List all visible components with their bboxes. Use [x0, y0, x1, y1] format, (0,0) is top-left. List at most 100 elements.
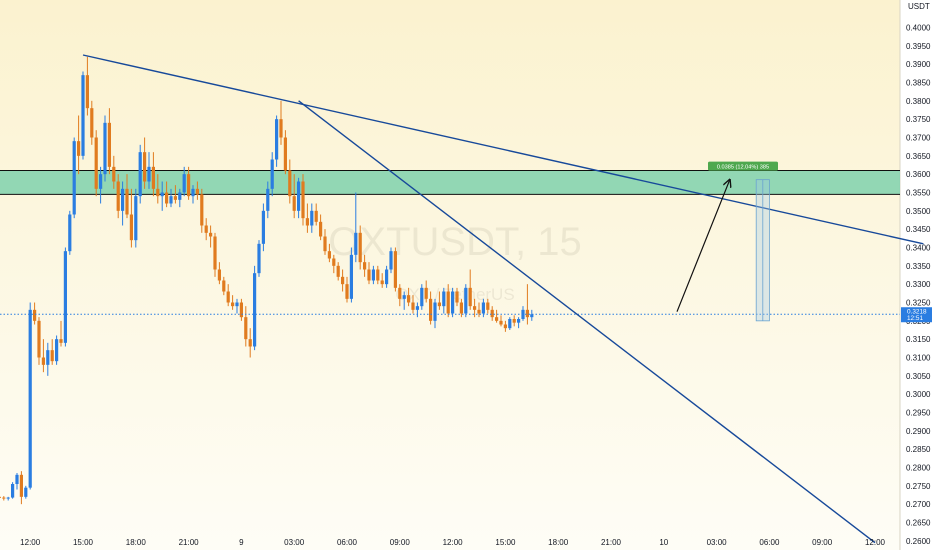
candle[interactable] [50, 339, 54, 365]
candle[interactable] [46, 342, 50, 376]
candle[interactable] [72, 137, 76, 219]
candle[interactable] [363, 254, 367, 277]
candle[interactable] [455, 287, 459, 307]
candle[interactable] [407, 287, 411, 307]
candle[interactable] [376, 265, 380, 285]
candle[interactable] [33, 302, 37, 325]
candle[interactable] [235, 298, 239, 314]
candle[interactable] [90, 100, 94, 145]
candle[interactable] [266, 181, 270, 219]
candle[interactable] [134, 188, 138, 248]
candle[interactable] [213, 232, 217, 277]
candle[interactable] [530, 309, 534, 321]
candle[interactable] [160, 181, 164, 211]
candle[interactable] [187, 166, 191, 200]
candle[interactable] [358, 225, 362, 270]
candle[interactable] [314, 203, 318, 226]
candle[interactable] [429, 291, 433, 325]
candle[interactable] [433, 298, 437, 329]
candle[interactable] [512, 315, 516, 327]
candle[interactable] [99, 166, 103, 204]
candle[interactable] [499, 315, 503, 327]
candle[interactable] [437, 291, 441, 310]
candle[interactable] [138, 144, 142, 204]
candle[interactable] [55, 335, 59, 365]
candle[interactable] [103, 115, 107, 182]
candle[interactable] [305, 203, 309, 233]
candle[interactable] [261, 203, 265, 252]
candle[interactable] [490, 306, 494, 321]
candle[interactable] [442, 287, 446, 314]
candle[interactable] [301, 174, 305, 226]
candle[interactable] [200, 188, 204, 233]
candle[interactable] [121, 181, 125, 226]
candle[interactable] [217, 262, 221, 285]
candle[interactable] [143, 137, 147, 189]
candle[interactable] [231, 295, 235, 310]
drawings[interactable]: 0.0385 (12.04%) 385 [0, 54, 924, 544]
candle[interactable] [191, 185, 195, 204]
candle[interactable] [345, 276, 349, 303]
candle[interactable] [2, 496, 6, 501]
candle[interactable] [411, 295, 415, 314]
candle[interactable] [156, 174, 160, 204]
candle[interactable] [173, 185, 177, 204]
candle[interactable] [517, 317, 521, 329]
candle[interactable] [446, 284, 450, 318]
candle[interactable] [393, 247, 397, 292]
candle[interactable] [380, 273, 384, 288]
candle[interactable] [195, 181, 199, 200]
candle[interactable] [270, 152, 274, 197]
candle[interactable] [253, 265, 257, 351]
candle[interactable] [147, 152, 151, 189]
candle[interactable] [209, 225, 213, 248]
candle[interactable] [310, 203, 314, 233]
candle[interactable] [182, 166, 186, 197]
trendline[interactable] [298, 100, 876, 544]
candle[interactable] [68, 210, 72, 255]
candle[interactable] [459, 298, 463, 318]
candle[interactable] [11, 482, 15, 499]
candle[interactable] [15, 473, 19, 490]
candle[interactable] [424, 280, 428, 303]
candle[interactable] [354, 192, 358, 263]
candle[interactable] [116, 174, 120, 219]
candle[interactable] [222, 276, 226, 296]
candle[interactable] [63, 247, 67, 347]
candle[interactable] [41, 339, 45, 373]
candle[interactable] [402, 291, 406, 310]
candle[interactable] [226, 284, 230, 307]
candle[interactable] [151, 152, 155, 197]
candle[interactable] [420, 284, 424, 310]
candle[interactable] [169, 188, 173, 208]
candle[interactable] [341, 269, 345, 292]
candle[interactable] [525, 284, 529, 325]
candle[interactable] [275, 115, 279, 167]
candle[interactable] [508, 317, 512, 330]
candle[interactable] [28, 302, 32, 490]
candle[interactable] [349, 247, 353, 303]
candle[interactable] [94, 130, 98, 197]
candle[interactable] [451, 287, 455, 318]
candle[interactable] [389, 247, 393, 274]
candle[interactable] [503, 320, 507, 332]
candle[interactable] [367, 262, 371, 285]
candle[interactable] [473, 298, 477, 318]
candle[interactable] [464, 284, 468, 318]
candle[interactable] [19, 471, 23, 505]
candle[interactable] [244, 306, 248, 347]
candle[interactable] [129, 188, 133, 248]
candle[interactable] [178, 188, 182, 208]
candle[interactable] [37, 317, 41, 365]
candle[interactable] [279, 100, 283, 145]
candle[interactable] [292, 174, 296, 219]
candle[interactable] [165, 181, 169, 208]
candle[interactable] [385, 265, 389, 288]
candle[interactable] [204, 218, 208, 241]
candle[interactable] [85, 56, 89, 116]
candle[interactable] [495, 309, 499, 323]
candle[interactable] [0, 495, 2, 499]
candle[interactable] [24, 485, 28, 499]
